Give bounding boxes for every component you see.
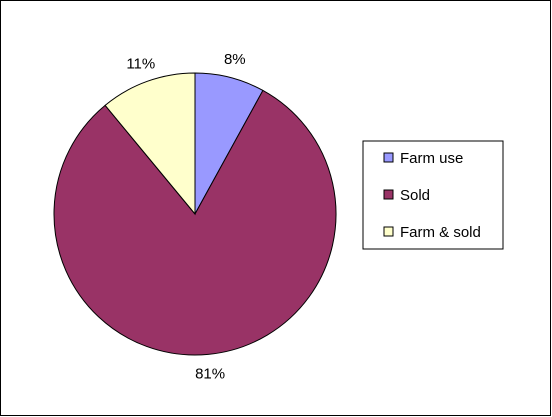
legend-swatch-farm-and-sold [383, 226, 394, 237]
pie-slice-sold [53, 89, 337, 356]
data-label-farm-and-sold: 11% [126, 56, 155, 73]
legend-label-farm-use: Farm use [400, 150, 463, 167]
pie-data-labels: 8% 81% 11% [126, 51, 245, 382]
data-label-farm-use: 8% [224, 51, 246, 68]
legend-swatch-farm-use [383, 152, 394, 163]
legend-swatch-sold [383, 189, 394, 200]
legend-label-sold: Sold [400, 187, 430, 204]
pie-slices [53, 72, 337, 356]
legend-label-farm-and-sold: Farm & sold [400, 224, 481, 241]
pie-slice-farm-and-sold [104, 72, 196, 216]
legend: Farm use Sold Farm & sold [362, 140, 504, 250]
data-label-sold: 81% [195, 365, 225, 382]
